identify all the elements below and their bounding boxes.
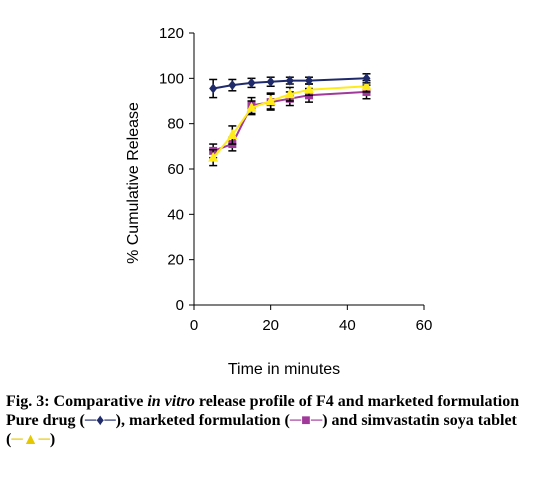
data-point <box>208 151 219 162</box>
y-tick-label: 40 <box>167 206 184 223</box>
chart: 0 20 40 60 80 100 120 0 20 40 60 Time in minutes %… <box>125 25 432 378</box>
y-tick-label: 60 <box>167 161 184 178</box>
legend-key-pure-drug: ─♦─ <box>84 412 116 429</box>
legend-key-marketed: ─■─ <box>289 412 323 429</box>
x-tick-label: 60 <box>416 317 433 334</box>
data-point <box>247 77 256 88</box>
data-point <box>361 80 372 91</box>
data-point <box>362 73 371 84</box>
caption-italic: in vitro <box>147 393 195 410</box>
y-axis-title: % Cumulative Release <box>125 102 142 264</box>
data-point <box>284 88 295 99</box>
caption-text-b: release profile of F4 and marketed formu… <box>198 393 520 410</box>
plot-area <box>194 33 424 305</box>
caption-line2-b: ), marketed formulation ( <box>115 412 290 429</box>
data-point <box>246 101 257 112</box>
y-tick-label: 20 <box>167 252 184 269</box>
data-point <box>227 129 238 139</box>
y-tick-label: 100 <box>159 70 184 87</box>
data-point <box>265 95 276 105</box>
caption-line-1: Fig. 3: Comparative in vitro release pro… <box>6 392 542 411</box>
x-tick-label: 0 <box>190 317 198 334</box>
data-point <box>209 83 218 94</box>
data-point <box>266 76 275 87</box>
legend-key-soya: ─▲─ <box>11 431 50 448</box>
data-point <box>228 80 237 91</box>
data-point <box>305 75 313 86</box>
y-tick-label: 80 <box>167 116 184 133</box>
caption-text-a: Comparative <box>53 393 144 410</box>
data-point <box>285 75 294 86</box>
x-axis-title: Time in minutes <box>228 361 340 378</box>
x-tick-label: 40 <box>339 317 356 334</box>
caption-line2-d: ) <box>49 431 56 448</box>
series-triangle <box>208 79 372 167</box>
axes: 0 20 40 60 80 100 120 0 20 40 60 <box>159 25 432 334</box>
caption-line-2: Pure drug (─♦─), marketed formulation (─… <box>6 411 542 449</box>
caption-label: Fig. 3: <box>6 393 50 410</box>
caption-line2-c: ) and simvastatin soya tablet ( <box>6 412 517 448</box>
caption-line2-a: Pure drug ( <box>6 412 85 429</box>
figure-caption: Fig. 3: Comparative in vitro release pro… <box>6 392 542 449</box>
y-tick-label: 120 <box>159 25 184 42</box>
y-tick-label: 0 <box>176 297 184 314</box>
x-tick-label: 20 <box>262 317 279 334</box>
series-diamond <box>209 73 371 99</box>
data-point <box>304 83 314 94</box>
series-layer <box>208 73 372 167</box>
